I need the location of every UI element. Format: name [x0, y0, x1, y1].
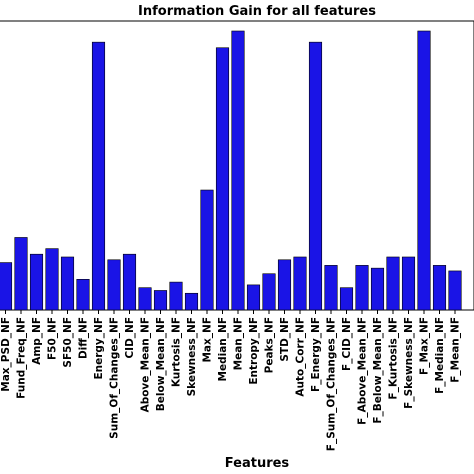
x-tick-label: F50_NF — [47, 317, 59, 360]
bar-f50-nf — [45, 248, 59, 311]
x-tick-label: Median_NF — [217, 317, 229, 381]
x-tick-label: F_Max_NF — [419, 317, 431, 375]
bar-entropy-nf — [246, 284, 261, 311]
x-tick-label: Entropy_NF — [248, 317, 260, 385]
x-tick-label: Above_Mean_NF — [140, 317, 152, 412]
bar-skewness-nf — [184, 292, 199, 311]
bar-peaks-nf — [262, 273, 276, 311]
bars — [0, 30, 462, 311]
bar-fund-freq-nf — [14, 237, 28, 311]
x-tick-label: Diff_NF — [78, 317, 90, 359]
x-tick-label: F_Below_Mean_NF — [372, 317, 384, 424]
x-tick-label: CID_NF — [124, 317, 136, 359]
bar-cid-nf — [122, 253, 137, 311]
bar-f-skewness-nf — [401, 256, 416, 311]
bar-f-kurtosis-nf — [386, 256, 400, 311]
chart-title: Information Gain for all features — [138, 4, 376, 19]
bar-max-psd-nf — [0, 262, 13, 311]
bar-amp-nf — [29, 253, 44, 311]
x-tick-label: Below_Mean_NF — [155, 317, 167, 411]
bar-f-below-mean-nf — [370, 267, 385, 311]
bar-diff-nf — [76, 279, 90, 311]
x-tick-label: Energy_NF — [93, 317, 105, 380]
x-tick-label: STD_NF — [279, 317, 291, 362]
bar-below-mean-nf — [153, 290, 168, 311]
x-tick-label: Mean_NF — [233, 317, 245, 370]
x-tick-label: Fund_Freq_NF — [16, 317, 28, 399]
bar-f-mean-nf — [448, 270, 462, 311]
x-tick-label: Sum_Of_Changes_NF — [109, 317, 121, 439]
x-tick-label: Amp_NF — [31, 317, 43, 365]
x-tick-label: F_Median_NF — [434, 317, 446, 394]
x-tick-label: SF50_NF — [62, 317, 74, 368]
bar-f-median-nf — [432, 265, 447, 311]
bar-f-energy-nf — [308, 41, 323, 311]
bar-f-cid-nf — [339, 287, 354, 311]
x-tick-label: F_Sum_Of_Changes_NF — [326, 317, 338, 451]
x-axis-label: Features — [225, 456, 290, 471]
bar-std-nf — [277, 259, 292, 311]
bar-f-sum-of-changes-nf — [324, 265, 338, 311]
bar-auto-corr-nf — [293, 256, 307, 311]
bar-energy-nf — [91, 41, 106, 311]
x-tick-labels: Max_PSD_NF Fund_Freq_NF Amp_NF F50_NF SF50_N… — [0, 310, 462, 451]
bar-above-mean-nf — [138, 287, 152, 311]
bar-f-max-nf — [417, 30, 431, 311]
bar-mean-nf — [231, 30, 245, 311]
bar-median-nf — [215, 47, 230, 311]
bar-sf50-nf — [60, 256, 75, 311]
x-tick-label: F_Energy_NF — [310, 317, 322, 392]
x-tick-label: Max_PSD_NF — [0, 317, 12, 392]
x-tick-label: Kurtosis_NF — [171, 317, 183, 387]
x-tick-label: F_Above_Mean_NF — [357, 317, 369, 425]
bar-kurtosis-nf — [169, 281, 183, 311]
x-tick-label: F_Kurtosis_NF — [388, 317, 400, 400]
x-tick-label: Auto_Corr_NF — [295, 317, 307, 397]
x-tick-label: Peaks_NF — [264, 317, 276, 373]
x-tick-label: F_Mean_NF — [450, 317, 462, 383]
bar-sum-of-changes-nf — [107, 259, 121, 311]
x-tick-label: F_CID_NF — [341, 317, 353, 371]
bar-max-nf — [200, 189, 214, 311]
x-tick-label: Max_NF — [202, 317, 214, 363]
x-tick-label: F_Skewness_NF — [403, 317, 415, 409]
x-tick-label: Skewness_NF — [186, 317, 198, 396]
bar-f-above-mean-nf — [355, 265, 369, 311]
